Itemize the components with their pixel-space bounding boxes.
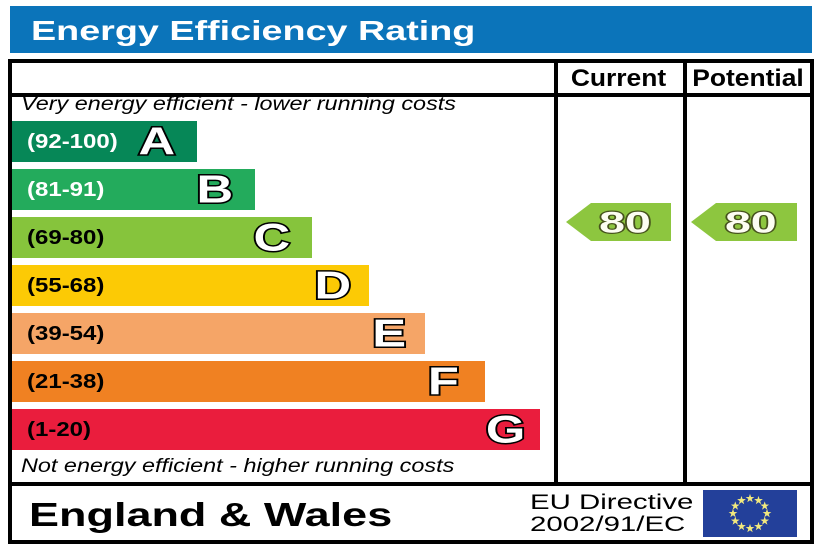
svg-text:80: 80: [599, 206, 651, 239]
svg-text:80: 80: [725, 206, 777, 239]
